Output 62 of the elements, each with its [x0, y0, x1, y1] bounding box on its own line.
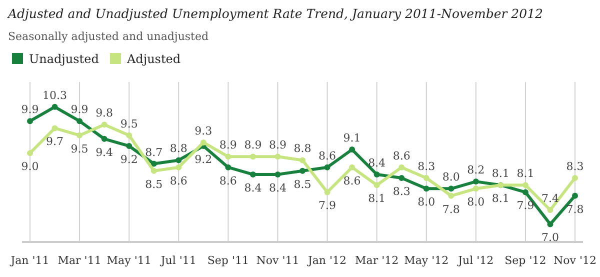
data-label: 9.9: [70, 103, 88, 116]
data-label: 10.3: [42, 88, 68, 102]
data-label: 8.9: [244, 138, 262, 152]
data-label: 9.5: [70, 142, 88, 156]
data-label: 9.1: [343, 132, 361, 145]
x-tick-label: Jan '12: [306, 254, 347, 267]
x-tick-label: May '11: [106, 254, 152, 267]
data-label: 9.0: [21, 160, 39, 174]
data-label: 8.6: [343, 174, 361, 188]
data-label: 7.0: [541, 231, 559, 244]
data-label: 8.5: [145, 178, 163, 191]
data-label: 8.5: [294, 178, 312, 191]
x-tick-label: Jan '11: [10, 254, 50, 267]
data-label: 8.0: [442, 170, 460, 184]
data-label: 7.8: [566, 202, 584, 216]
x-tick-label: Jul '11: [160, 254, 196, 267]
data-label: 8.9: [268, 138, 286, 152]
data-label: 8.1: [492, 192, 510, 206]
data-label: 9.2: [120, 153, 138, 166]
data-label: 7.8: [442, 202, 460, 216]
data-label: 9.2: [194, 153, 212, 166]
data-label: 9.5: [120, 117, 138, 130]
data-label: 7.4: [541, 192, 559, 205]
legend-label: Unadjusted: [29, 52, 100, 66]
x-tick-label: Nov '11: [256, 254, 300, 267]
data-label: 8.0: [418, 196, 436, 209]
data-label: 8.1: [368, 192, 386, 206]
data-label: 8.6: [170, 174, 188, 188]
data-label: 8.2: [467, 164, 485, 177]
chart-subtitle: Seasonally adjusted and unadjusted: [8, 30, 209, 43]
data-label: 8.6: [219, 174, 237, 188]
data-label: 8.6: [318, 149, 336, 162]
data-label: 9.4: [96, 146, 114, 159]
data-label: 8.7: [145, 146, 163, 159]
data-label: 8.3: [418, 160, 436, 173]
chart-title: Adjusted and Unadjusted Unemployment Rate Trend, January 2011-November 2012: [7, 6, 544, 21]
data-label: 8.8: [294, 142, 312, 156]
data-label: 7.9: [516, 199, 534, 212]
data-label: 8.1: [492, 167, 510, 180]
data-label: 9.7: [46, 135, 64, 148]
data-label: 9.8: [96, 106, 114, 120]
data-label: 8.8: [170, 142, 188, 156]
data-label: 8.4: [244, 181, 262, 194]
data-label: 8.3: [566, 160, 584, 173]
data-label: 7.9: [318, 199, 336, 212]
data-label: 8.9: [219, 138, 237, 152]
data-label: 8.1: [516, 167, 534, 180]
legend-label: Adjusted: [126, 52, 181, 66]
data-label: 8.3: [392, 185, 410, 198]
data-label: 8.6: [392, 149, 410, 162]
data-label: 9.9: [21, 103, 39, 116]
x-tick-label: Mar '11: [58, 254, 102, 267]
x-tick-label: Sep '11: [207, 254, 249, 267]
data-label: 8.4: [268, 181, 286, 194]
x-tick-label: May '12: [404, 254, 449, 267]
data-label: 9.3: [194, 124, 212, 138]
data-label: 8.0: [467, 196, 485, 209]
data-label: 8.4: [368, 156, 386, 170]
x-tick-label: Mar '12: [355, 254, 399, 267]
x-tick-label: Jul '12: [457, 254, 494, 267]
x-tick-label: Nov '12: [554, 254, 596, 267]
x-tick-label: Sep '12: [504, 254, 546, 267]
